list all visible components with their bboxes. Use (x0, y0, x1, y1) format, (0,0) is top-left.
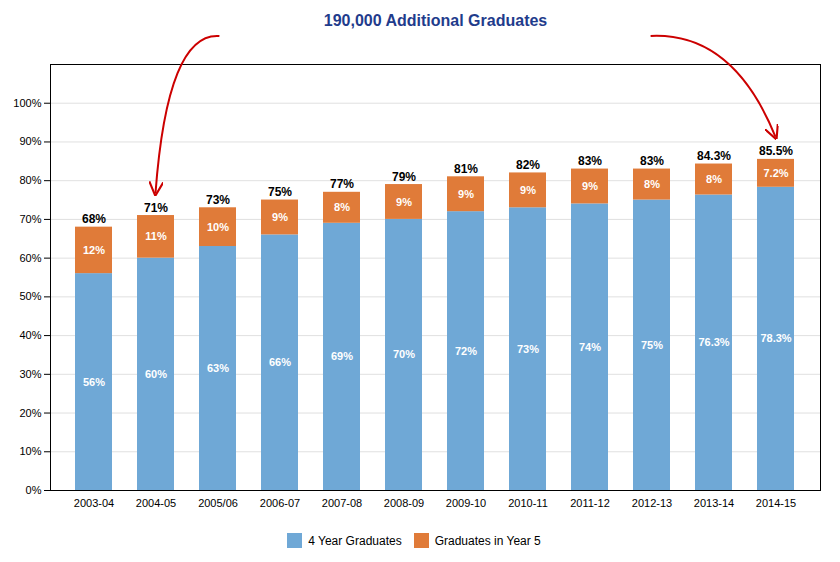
svg-text:73%: 73% (206, 193, 230, 207)
svg-text:2007-08: 2007-08 (322, 497, 362, 509)
svg-text:2006-07: 2006-07 (260, 497, 300, 509)
svg-text:68%: 68% (82, 212, 106, 226)
svg-text:90%: 90% (19, 135, 41, 147)
svg-text:9%: 9% (458, 188, 474, 200)
svg-text:2014-15: 2014-15 (756, 497, 796, 509)
svg-text:30%: 30% (19, 368, 41, 380)
svg-text:2005/06: 2005/06 (198, 497, 238, 509)
svg-text:77%: 77% (330, 177, 354, 191)
svg-text:83%: 83% (640, 154, 664, 168)
svg-text:9%: 9% (272, 211, 288, 223)
svg-text:79%: 79% (392, 170, 416, 184)
svg-text:60%: 60% (145, 368, 167, 380)
svg-text:50%: 50% (19, 290, 41, 302)
svg-text:7.2%: 7.2% (763, 167, 788, 179)
svg-text:9%: 9% (396, 196, 412, 208)
svg-text:2009-10: 2009-10 (446, 497, 486, 509)
svg-text:75%: 75% (641, 339, 663, 351)
svg-text:8%: 8% (706, 173, 722, 185)
svg-text:66%: 66% (269, 356, 291, 368)
svg-text:63%: 63% (207, 362, 229, 374)
svg-text:2004-05: 2004-05 (136, 497, 176, 509)
svg-text:84.3%: 84.3% (697, 149, 731, 163)
svg-text:69%: 69% (331, 350, 353, 362)
svg-text:100%: 100% (13, 97, 41, 109)
svg-text:9%: 9% (520, 184, 536, 196)
svg-text:73%: 73% (517, 343, 539, 355)
svg-text:60%: 60% (19, 252, 41, 264)
svg-text:12%: 12% (83, 244, 105, 256)
html-text:Graduates in Year 5: Graduates in Year 5 (434, 533, 541, 548)
svg-text:2012-13: 2012-13 (632, 497, 672, 509)
svg-text:76.3%: 76.3% (698, 336, 729, 348)
svg-text:81%: 81% (454, 162, 478, 176)
svg-text:0%: 0% (26, 484, 42, 496)
svg-text:2003-04: 2003-04 (74, 497, 114, 509)
svg-text:80%: 80% (19, 174, 41, 186)
svg-text:56%: 56% (83, 376, 105, 388)
svg-text:82%: 82% (516, 158, 540, 172)
svg-text:2010-11: 2010-11 (508, 497, 548, 509)
svg-text:190,000 Additional Graduates: 190,000 Additional Graduates (324, 12, 548, 29)
svg-text:83%: 83% (578, 154, 602, 168)
svg-text:8%: 8% (334, 201, 350, 213)
svg-text:70%: 70% (393, 348, 415, 360)
svg-text:20%: 20% (19, 407, 41, 419)
svg-text:78.3%: 78.3% (760, 332, 791, 344)
svg-text:10%: 10% (19, 445, 41, 457)
svg-text:85.5%: 85.5% (759, 144, 793, 158)
html-text:4 Year Graduates: 4 Year Graduates (308, 533, 402, 548)
svg-text:40%: 40% (19, 329, 41, 341)
svg-text:2011-12: 2011-12 (570, 497, 610, 509)
svg-text:75%: 75% (268, 185, 292, 199)
svg-text:71%: 71% (144, 201, 168, 215)
svg-text:72%: 72% (455, 345, 477, 357)
svg-text:74%: 74% (579, 341, 601, 353)
svg-text:9%: 9% (582, 180, 598, 192)
svg-text:8%: 8% (644, 178, 660, 190)
svg-text:2008-09: 2008-09 (384, 497, 424, 509)
svg-text:70%: 70% (19, 213, 41, 225)
svg-text:2013-14: 2013-14 (694, 497, 734, 509)
svg-text:11%: 11% (145, 230, 167, 242)
svg-text:10%: 10% (207, 221, 229, 233)
